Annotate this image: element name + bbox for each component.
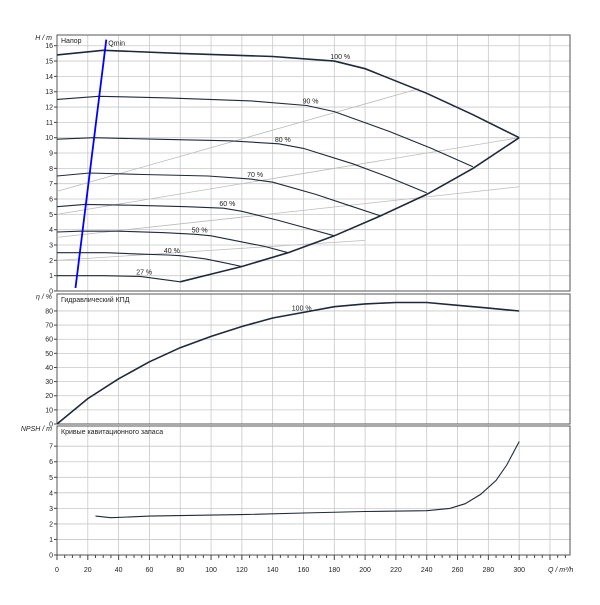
y-tick-label: 5 [49,212,53,219]
panel-title: Гидравлический КПД [61,296,130,304]
curve-70 [56,172,381,217]
y-tick-label: 30 [45,379,53,386]
qmin-label: Qmin [108,41,125,48]
y-tick-label: 6 [49,197,53,204]
y-tick-label: 7 [49,444,53,451]
y-tick-label: 3 [49,506,53,513]
y-tick-label: 12 [45,105,53,112]
curve-90 [56,95,474,168]
panel-frame [56,293,571,425]
curve-limit [180,137,520,283]
curve-40 [57,252,243,268]
iso-efficiency-line [56,186,520,238]
y-axis-label: H / m [35,35,52,42]
x-tick-label: 80 [176,567,184,574]
curve-label: 70 % [247,172,263,179]
x-tick-label: 180 [328,567,340,574]
panel-frame [56,425,571,556]
y-tick-label: 1 [49,273,53,280]
x-tick-label: 20 [84,567,92,574]
curve-label: 40 % [164,248,180,255]
curve-label: 80 % [275,137,291,144]
y-tick-label: 70 [45,323,53,330]
y-tick-label: 2 [49,258,53,265]
y-tick-label: 0 [49,422,53,429]
curve-label: 100 % [330,54,350,61]
y-axis-label: NPSH / m [21,426,52,433]
y-tick-label: 7 [49,181,53,188]
curve-60 [56,203,335,237]
y-tick-label: 14 [45,74,53,81]
curve-80 [56,137,427,194]
curve-label: 100 % [292,305,312,312]
qmin-line [74,39,108,289]
y-tick-label: 0 [49,289,53,296]
curve-100 [56,49,520,139]
y-tick-label: 1 [49,537,53,544]
curve-NPSH [95,441,520,519]
curve-label: 27 % [136,269,152,276]
y-tick-label: 3 [49,243,53,250]
x-tick-label: 100 [205,567,217,574]
y-tick-label: 0 [49,553,53,560]
y-tick-label: 4 [49,227,53,234]
y-tick-label: 60 [45,337,53,344]
x-tick-label: 240 [421,567,433,574]
curve-label: 60 % [219,201,235,208]
x-tick-label: 220 [390,567,402,574]
x-axis-label: Q / m³/h [548,567,573,574]
y-tick-label: 15 [45,59,53,66]
y-tick-label: 4 [49,490,53,497]
x-tick-label: 120 [236,567,248,574]
x-tick-label: 300 [513,567,525,574]
x-tick-label: 0 [55,567,59,574]
panel-frame [56,34,571,292]
y-tick-label: 10 [45,135,53,142]
curve-50 [56,230,289,254]
y-tick-label: 9 [49,151,53,158]
x-tick-label: 200 [359,567,371,574]
x-tick-label: 160 [298,567,310,574]
x-tick-label: 60 [146,567,154,574]
x-tick-label: 280 [483,567,495,574]
y-tick-label: 80 [45,308,53,315]
y-tick-label: 20 [45,393,53,400]
y-tick-label: 8 [49,166,53,173]
x-tick-label: 260 [452,567,464,574]
curve-label: 50 % [192,227,208,234]
iso-efficiency-line [56,137,520,215]
x-tick-label: 140 [267,567,279,574]
y-tick-label: 6 [49,459,53,466]
y-tick-label: 40 [45,365,53,372]
curve-27 [57,275,181,283]
curve-label: 90 % [303,99,319,106]
panel-title: Кривые кавитационного запаса [61,429,163,436]
x-tick-label: 40 [115,567,123,574]
y-tick-label: 11 [46,120,53,127]
y-tick-label: 16 [45,43,53,50]
y-tick-label: 50 [45,351,53,358]
y-axis-label: η / % [36,294,52,301]
y-tick-label: 2 [49,521,53,528]
curve-100 [56,301,520,425]
y-tick-label: 5 [49,475,53,482]
y-tick-label: 10 [45,407,53,414]
y-tick-label: 13 [45,89,53,96]
panel-title: Напор [61,38,82,45]
